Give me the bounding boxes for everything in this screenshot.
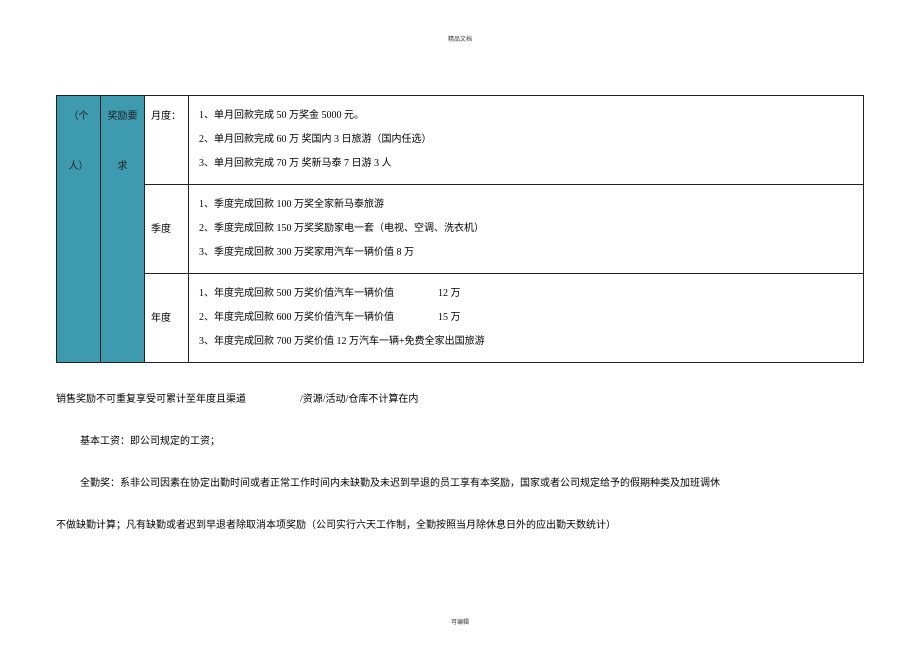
para-1-left: 销售奖励不可重复享受可累计至年度且渠道 <box>56 394 246 405</box>
period-monthly: 月度： <box>145 96 189 185</box>
content-line-right: 15 万 <box>438 312 461 323</box>
reward-table-wrap: （个 人） 奖励要 求 月度： 1、单月回款完成 50 万奖金 5000 元。 … <box>56 95 864 363</box>
reward-table: （个 人） 奖励要 求 月度： 1、单月回款完成 50 万奖金 5000 元。 … <box>56 95 864 363</box>
col-person-line1: （个 <box>63 106 94 128</box>
col-req-line1: 奖励要 <box>107 106 138 128</box>
content-monthly: 1、单月回款完成 50 万奖金 5000 元。 2、单月回款完成 60 万 奖国… <box>189 96 864 185</box>
content-line: 1、季度完成回款 100 万奖全家新马泰旅游 <box>199 193 853 217</box>
col-requirement: 奖励要 求 <box>101 96 145 363</box>
col-person: （个 人） <box>57 96 101 363</box>
page-header: 精品文档 <box>0 0 920 43</box>
content-quarterly: 1、季度完成回款 100 万奖全家新马泰旅游 2、季度完成回款 150 万奖奖励… <box>189 185 864 274</box>
table-row: （个 人） 奖励要 求 月度： 1、单月回款完成 50 万奖金 5000 元。 … <box>57 96 864 185</box>
page-footer: 可编辑 <box>0 617 920 626</box>
content-line: 3、季度完成回款 300 万奖家用汽车一辆价值 8 万 <box>199 241 853 265</box>
col-person-line2: 人） <box>63 156 94 178</box>
content-line: 3、单月回款完成 70 万 奖新马泰 7 日游 3 人 <box>199 152 853 176</box>
content-line: 1、年度完成回款 500 万奖价值汽车一辆价值 12 万 <box>199 282 853 306</box>
period-quarterly: 季度 <box>145 185 189 274</box>
para-2: 基本工资：即公司规定的工资； <box>56 433 864 451</box>
content-line: 2、季度完成回款 150 万奖奖励家电一套（电视、空调、洗衣机） <box>199 217 853 241</box>
table-row: 季度 1、季度完成回款 100 万奖全家新马泰旅游 2、季度完成回款 150 万… <box>57 185 864 274</box>
period-yearly: 年度 <box>145 274 189 363</box>
content-line: 3、年度完成回款 700 万奖价值 12 万汽车一辆+免费全家出国旅游 <box>199 330 853 354</box>
content-line: 1、单月回款完成 50 万奖金 5000 元。 <box>199 104 853 128</box>
body-paragraphs: 销售奖励不可重复享受可累计至年度且渠道/资源/活动/仓库不计算在内 基本工资：即… <box>56 391 864 535</box>
table-row: 年度 1、年度完成回款 500 万奖价值汽车一辆价值 12 万 2、年度完成回款 … <box>57 274 864 363</box>
para-4: 不做缺勤计算；凡有缺勤或者迟到早退者除取消本项奖励（公司实行六天工作制，全勤按照… <box>56 517 864 535</box>
col-req-line2: 求 <box>107 156 138 178</box>
content-line: 2、年度完成回款 600 万奖价值汽车一辆价值 15 万 <box>199 306 853 330</box>
content-line-left: 2、年度完成回款 600 万奖价值汽车一辆价值 <box>199 312 394 323</box>
content-line-right: 12 万 <box>438 288 461 299</box>
para-1: 销售奖励不可重复享受可累计至年度且渠道/资源/活动/仓库不计算在内 <box>56 391 864 409</box>
para-3: 全勤奖：系非公司因素在协定出勤时间或者正常工作时间内未缺勤及未迟到早退的员工享有… <box>56 475 864 493</box>
content-yearly: 1、年度完成回款 500 万奖价值汽车一辆价值 12 万 2、年度完成回款 600… <box>189 274 864 363</box>
content-line-left: 1、年度完成回款 500 万奖价值汽车一辆价值 <box>199 288 394 299</box>
para-1-right: /资源/活动/仓库不计算在内 <box>300 394 418 405</box>
content-line: 2、单月回款完成 60 万 奖国内 3 日旅游（国内任选） <box>199 128 853 152</box>
